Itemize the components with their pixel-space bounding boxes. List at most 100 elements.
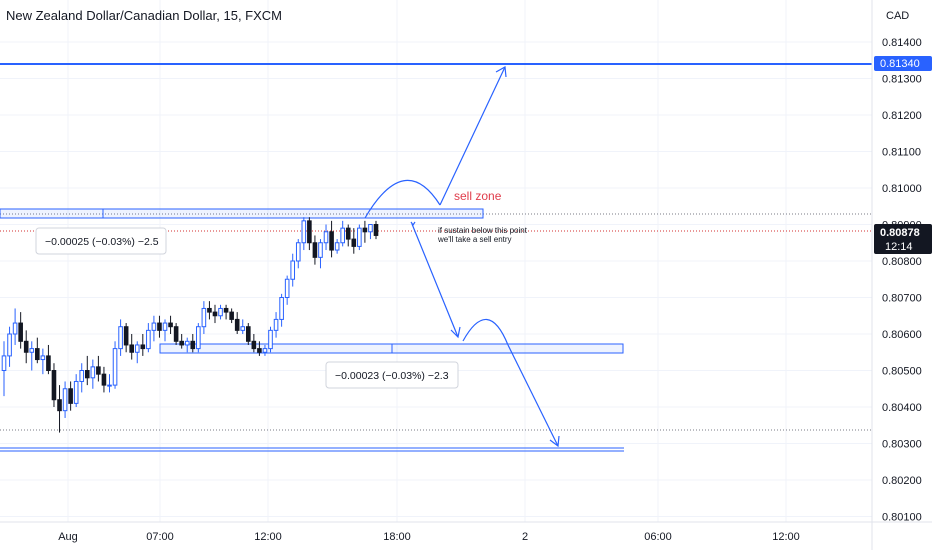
- candle-up[interactable]: [301, 220, 307, 244]
- candle-down[interactable]: [345, 227, 351, 240]
- candle-up[interactable]: [29, 348, 35, 353]
- candle-down[interactable]: [46, 355, 51, 372]
- candle-up[interactable]: [334, 242, 340, 251]
- candle-up[interactable]: [273, 318, 279, 331]
- candle-down[interactable]: [35, 348, 40, 361]
- candle-up[interactable]: [357, 227, 362, 247]
- candle-up[interactable]: [134, 344, 140, 353]
- candle-down[interactable]: [173, 326, 179, 342]
- candle-down[interactable]: [234, 318, 240, 331]
- candle-down[interactable]: [96, 366, 101, 375]
- y-tick-label: 0.81400: [882, 37, 922, 49]
- candle-down[interactable]: [168, 322, 173, 328]
- y-tick-label: 0.80200: [882, 475, 922, 487]
- candle-up[interactable]: [295, 242, 301, 262]
- candle-up[interactable]: [218, 307, 223, 317]
- candle-down[interactable]: [257, 348, 262, 353]
- candle-down[interactable]: [23, 340, 29, 353]
- y-tick-label: 0.80600: [882, 329, 922, 341]
- candle-down[interactable]: [140, 344, 146, 350]
- candle-down[interactable]: [307, 220, 312, 244]
- sell-zone-box[interactable]: [0, 208, 484, 219]
- candle-up[interactable]: [201, 307, 207, 328]
- candle-down[interactable]: [190, 340, 196, 350]
- measure-label-bottom[interactable]: −0.00023 (−0.03%) −2.3: [325, 361, 459, 389]
- small-marker: [410, 221, 416, 227]
- up-arrow-head: [495, 66, 507, 78]
- candle-up[interactable]: [290, 260, 296, 280]
- candle-down[interactable]: [18, 322, 23, 342]
- measure-label-top-text: −0.00025 (−0.03%) −2.5: [45, 236, 159, 248]
- y-tick-label: 0.80400: [882, 402, 922, 414]
- candle-up[interactable]: [340, 227, 345, 244]
- candle-down[interactable]: [373, 223, 379, 236]
- x-tick-label: Aug: [58, 531, 78, 543]
- candle-down[interactable]: [101, 373, 107, 386]
- candle-up[interactable]: [318, 242, 323, 258]
- price-scale[interactable]: CAD 0.81400 0.81300 0.81200 0.81100 0.81000 0…: [871, 0, 932, 550]
- last-price-text: 0.80878: [880, 227, 920, 239]
- candles-group: [1, 217, 379, 433]
- candle-up[interactable]: [112, 348, 118, 386]
- note-line-2: we'll take a sell entry: [437, 235, 512, 244]
- y-tick-label: 0.81100: [882, 146, 921, 158]
- candle-up[interactable]: [262, 348, 268, 353]
- y-tick-label: 0.80100: [882, 512, 922, 524]
- candle-down[interactable]: [57, 399, 62, 412]
- candle-down[interactable]: [329, 231, 334, 251]
- candle-up[interactable]: [284, 278, 290, 299]
- candle-down[interactable]: [84, 370, 90, 379]
- candle-down[interactable]: [129, 344, 135, 353]
- candle-up[interactable]: [151, 322, 157, 331]
- candle-down[interactable]: [157, 322, 162, 331]
- candle-down[interactable]: [207, 307, 212, 313]
- candle-up[interactable]: [107, 384, 112, 387]
- candle-down[interactable]: [251, 340, 257, 350]
- down-arrow-head-2: [549, 435, 560, 448]
- y-tick-label: 0.81000: [882, 183, 922, 195]
- x-tick-labels: Aug 07:00 12:00 18:00 2 06:00 12:00: [58, 531, 800, 543]
- time-axis[interactable]: Aug 07:00 12:00 18:00 2 06:00 12:00: [0, 521, 932, 543]
- down-arrow-head-1: [450, 326, 461, 339]
- down-arrow-line-2: [507, 344, 559, 447]
- candle-up[interactable]: [79, 370, 85, 382]
- candle-up[interactable]: [62, 388, 68, 412]
- candle-down[interactable]: [351, 238, 357, 247]
- countdown-text: 12:14: [885, 241, 913, 253]
- candle-down[interactable]: [245, 326, 251, 342]
- candle-down[interactable]: [123, 326, 129, 346]
- candle-up[interactable]: [368, 223, 373, 233]
- y-tick-labels: 0.814000.813000.812000.811000.810000.809…: [882, 37, 922, 524]
- candle-up[interactable]: [184, 340, 190, 346]
- candle-down[interactable]: [179, 340, 184, 346]
- candle-down[interactable]: [229, 311, 234, 320]
- candle-up[interactable]: [279, 297, 284, 320]
- candle-up[interactable]: [118, 326, 123, 350]
- x-tick-label: 12:00: [254, 531, 282, 543]
- candle-up[interactable]: [196, 326, 201, 350]
- candle-down[interactable]: [223, 307, 229, 313]
- measure-label-top[interactable]: −0.00025 (−0.03%) −2.5: [35, 227, 167, 255]
- candle-down[interactable]: [51, 370, 57, 401]
- candle-up[interactable]: [7, 333, 12, 357]
- note-line-1: if sustain below this point: [438, 226, 528, 235]
- candle-down[interactable]: [68, 388, 73, 404]
- candle-up[interactable]: [90, 366, 96, 379]
- candle-down[interactable]: [362, 227, 368, 233]
- candle-up[interactable]: [1, 355, 7, 372]
- candle-up[interactable]: [40, 355, 46, 361]
- x-tick-label: 18:00: [383, 531, 411, 543]
- candle-up[interactable]: [73, 380, 79, 404]
- candle-up[interactable]: [146, 329, 151, 350]
- projection-drawings[interactable]: [364, 66, 560, 448]
- candle-down[interactable]: [312, 242, 318, 258]
- candle-up[interactable]: [268, 329, 273, 350]
- y-tick-label: 0.81300: [882, 73, 922, 85]
- target-price-text: 0.81340: [880, 58, 920, 70]
- candle-up[interactable]: [240, 326, 246, 331]
- candle-up[interactable]: [323, 231, 329, 244]
- candle-up[interactable]: [162, 322, 168, 331]
- candle-down[interactable]: [212, 311, 218, 317]
- candle-up[interactable]: [12, 322, 18, 335]
